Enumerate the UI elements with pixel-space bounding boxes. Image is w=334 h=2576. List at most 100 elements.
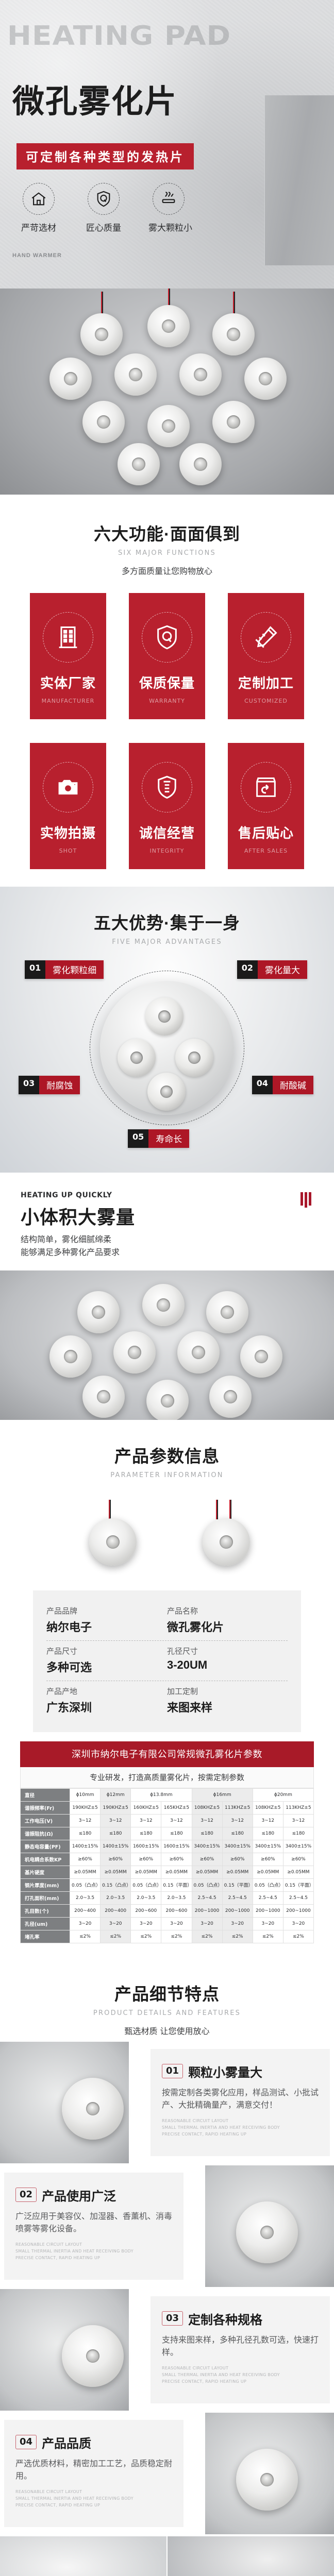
- quick-heating-section: HEATING UP QUICKLY 小体积大雾量 结构简单，雾化细腻绵柔 能够…: [0, 1173, 334, 1420]
- parameter-row: 产品品牌 纳尔电子 产品名称 微孔雾化片: [46, 1601, 288, 1640]
- page-title: 微孔雾化片: [12, 84, 178, 120]
- spec-row-header: 谐振阻抗(Ω): [20, 1826, 70, 1840]
- detail-photo: [205, 2412, 334, 2534]
- spec-cell: 113KHZ±5: [222, 1801, 253, 1815]
- spec-cell: 3~20: [252, 1917, 283, 1930]
- advantage-tag-01: 01 雾化颗粒细: [25, 960, 104, 979]
- spec-cell: 3~12: [222, 1814, 253, 1827]
- spec-cell: ≥0.05MM: [282, 1865, 314, 1879]
- five-advantages-section: 五大优势·集于一身 FIVE MAJOR ADVANTAGES 01 雾化颗粒细…: [0, 887, 334, 1173]
- spec-row: 堵孔率 ≤2% ≤2% ≤2% ≤2% ≤2% ≤2% ≤2% ≤2%: [20, 1929, 314, 1943]
- function-card-label-en: MANUFACTURER: [41, 698, 95, 704]
- hero-ghost-text: HEATING PAD: [7, 21, 231, 52]
- spec-cell: 108KHZ±5: [252, 1801, 283, 1815]
- function-card-customized[interactable]: 定制加工 CUSTOMIZED: [228, 593, 304, 719]
- spec-cell: 3~12: [282, 1814, 314, 1827]
- spec-row: 孔径(um) 3~20 3~20 3~20 3~20 3~20 3~20 3~20 3~20: [20, 1917, 314, 1930]
- spec-cell: ≥0.05MM: [191, 1865, 223, 1879]
- spec-cell: 3~12: [69, 1814, 101, 1827]
- hero-subtitle: 可定制各种类型的发热片: [16, 143, 194, 170]
- detail-card: 04 产品品质 严选优质材料，精密加工工艺，品质稳定耐用。 REASONABLE…: [4, 2419, 183, 2527]
- spec-cell: ≥60%: [69, 1852, 101, 1866]
- quick-desc-line1: 结构简单，雾化细腻绵柔: [21, 1234, 112, 1244]
- function-card-manufacturer[interactable]: 实体厂家 MANUFACTURER: [30, 593, 106, 719]
- spec-cell: 3~20: [191, 1917, 223, 1930]
- hero-decor-slab: [264, 95, 334, 265]
- function-card-label-en: WARRANTY: [149, 698, 185, 704]
- parameter-row: 产品产地 广东深圳 加工定制 来图来样: [46, 1680, 288, 1721]
- section-note: 多方面质量让您购物放心: [121, 566, 212, 576]
- function-card-label: 实体厂家: [40, 675, 96, 691]
- product-gallery: [0, 2536, 334, 2576]
- detail-item-03: 03 定制各种规格 支持来图来样，多种孔径孔数可选，快速打样。 REASONAB…: [0, 2289, 334, 2411]
- advantage-tag-04: 04 耐酸碱: [252, 1076, 313, 1094]
- spec-note: 专业研发，打造高质量雾化片，按需定制参数: [20, 1767, 314, 1788]
- hero-feature-item: 匠心质量: [84, 183, 124, 233]
- advantage-label: 雾化量大: [258, 960, 307, 979]
- spec-row-header: 机电耦合系数KP: [20, 1852, 70, 1866]
- advantage-label: 雾化颗粒细: [45, 960, 104, 979]
- spec-cell: ≥0.05MM: [69, 1865, 101, 1879]
- spec-cell: 200~1000: [282, 1904, 314, 1918]
- spec-cell: 200~1000: [191, 1904, 223, 1918]
- product-details-heading: 产品细节特点 PRODUCT DETAILS AND FEATURES 甄选材质…: [0, 1958, 334, 2042]
- function-card-integrity[interactable]: 诚信经营 INTEGRITY: [129, 743, 205, 869]
- function-card-label-en: AFTER SALES: [244, 848, 288, 854]
- hero-feature-item: 雾大颗粒小: [148, 183, 192, 233]
- spec-cell: ≤2%: [100, 1929, 131, 1943]
- six-functions-grid: 实体厂家 MANUFACTURER 保质保量 WARRANTY: [0, 593, 334, 869]
- spec-cell: 3~12: [161, 1814, 192, 1827]
- return-box-icon: [241, 762, 291, 812]
- camera-icon: [43, 762, 93, 812]
- spec-cell: ≥60%: [222, 1852, 253, 1866]
- advantage-number: 03: [19, 1076, 40, 1094]
- advantage-label: 耐酸碱: [273, 1076, 313, 1094]
- spec-diameter-cell: ɸ13.8mm: [130, 1788, 192, 1802]
- spec-cell: 3~20: [282, 1917, 314, 1930]
- gallery-image: [168, 2536, 334, 2576]
- spec-cell: ≥60%: [252, 1852, 283, 1866]
- spec-cell: ≤180: [222, 1826, 253, 1840]
- steam-icon: [153, 183, 185, 215]
- hero-feature-list: 严苛选材 匠心质量 雾大颗粒小: [19, 183, 192, 233]
- spec-cell: 3~20: [222, 1917, 253, 1930]
- spec-diameter-cell: ɸ20mm: [252, 1788, 314, 1802]
- spec-cell: 3400±15%: [222, 1839, 253, 1853]
- function-card-label: 诚信经营: [139, 825, 195, 841]
- spec-row-header: 直径: [20, 1788, 70, 1802]
- spec-diameter-cell: ɸ16mm: [191, 1788, 253, 1802]
- function-card-shot[interactable]: 实物拍摄 SHOT: [30, 743, 106, 869]
- parameter-value: 微孔雾化片: [167, 1620, 224, 1634]
- quick-title-en: HEATING UP QUICKLY: [21, 1191, 112, 1199]
- function-card-after-sales[interactable]: 售后贴心 AFTER SALES: [228, 743, 304, 869]
- detail-body: 按需定制各类雾化应用，样品测试、小批试产、大批精确量产，满意交付！: [162, 2087, 319, 2110]
- parameter-key: 产品名称: [167, 1606, 198, 1616]
- product-photo-front: [72, 1499, 149, 1577]
- advantage-label: 寿命长: [148, 1129, 190, 1148]
- parameter-key: 产品尺寸: [46, 1647, 78, 1656]
- parameter-key: 孔径尺寸: [167, 1647, 198, 1656]
- hero-feature-label: 匠心质量: [86, 223, 121, 233]
- detail-en-line: SMALL THERMAL INERTIA AND HEAT RECEIVING…: [162, 2372, 280, 2377]
- quick-title-cn: 小体积大雾量: [21, 1207, 136, 1228]
- spec-cell: 2.0~3.5: [130, 1891, 162, 1905]
- detail-en-line: PRECISE CONTACT, RAPID HEATING UP: [15, 2255, 101, 2260]
- parameter-cell: 产品品牌 纳尔电子: [46, 1605, 167, 1635]
- function-card-label: 实物拍摄: [40, 825, 96, 841]
- section-title-en: PRODUCT DETAILS AND FEATURES: [93, 2009, 241, 2017]
- advantage-tag-03: 03 耐腐蚀: [19, 1076, 80, 1094]
- spec-row-header: 堵孔率: [20, 1929, 70, 1943]
- spec-row: 孔目数(个) 200~400 200~400 200~600 200~600 200~10…: [20, 1904, 314, 1918]
- function-card-label-en: INTEGRITY: [149, 848, 185, 854]
- building-icon: [43, 612, 93, 663]
- spec-cell: 2.5~4.5: [252, 1891, 283, 1905]
- advantage-number: 04: [252, 1076, 273, 1094]
- spec-cell: ≥60%: [161, 1852, 192, 1866]
- spec-cell: 200~400: [69, 1904, 101, 1918]
- house-icon: [23, 183, 55, 215]
- spec-row-header: 静态电容量(PF): [20, 1839, 70, 1853]
- function-card-warranty[interactable]: 保质保量 WARRANTY: [129, 593, 205, 719]
- spec-row: 打孔面积(mm) 2.0~3.5 2.0~3.5 2.0~3.5 2.0~3.5 2.5~…: [20, 1891, 314, 1905]
- detail-en-line: REASONABLE CIRCUIT LAYOUT: [162, 2118, 229, 2123]
